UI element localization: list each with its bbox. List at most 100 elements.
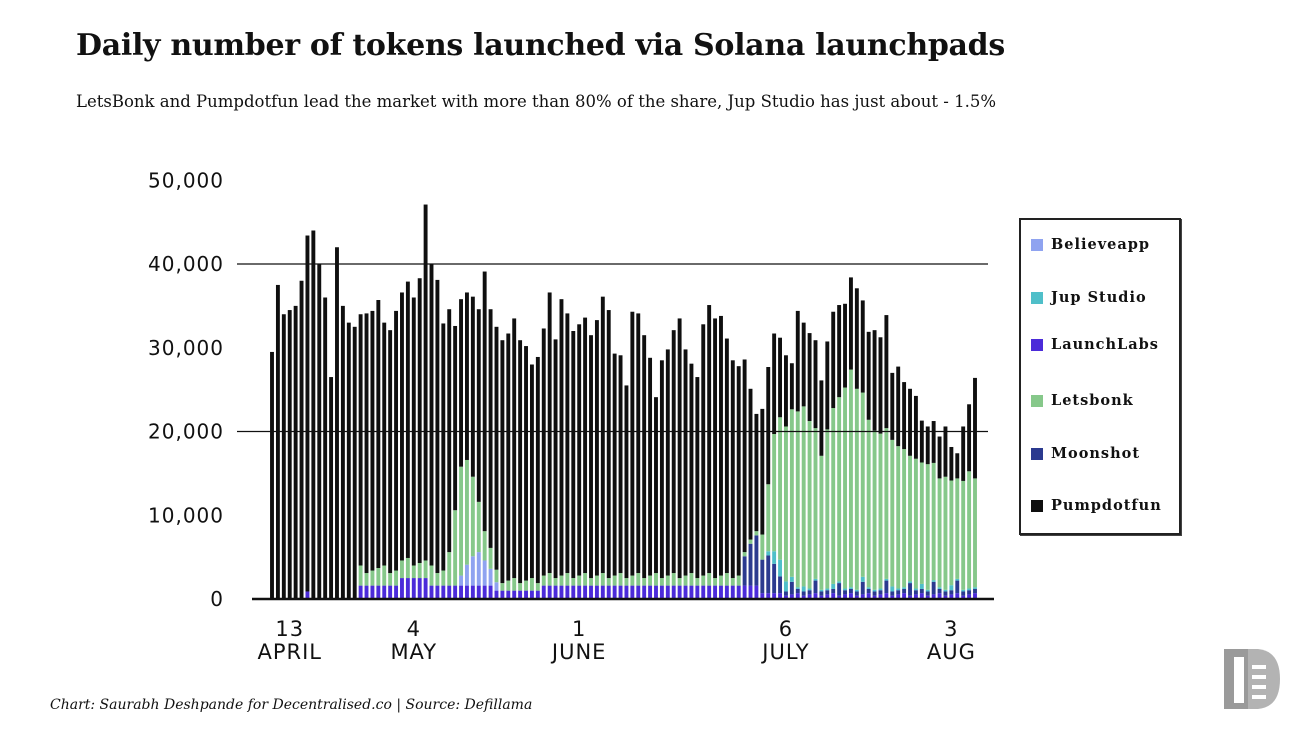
bar-segment-pumpdotfun [902,382,907,450]
bar-segment-jup-studio [784,581,788,592]
bar-segment-jup-studio [949,585,954,591]
legend-swatch-moonshot [1031,447,1043,460]
bar-segment-pumpdotfun [890,372,895,440]
bar-segment-letsbonk [559,575,564,586]
bar-segment-letsbonk [671,573,676,586]
bar-segment-moonshot [760,559,765,594]
bar-segment-letsbonk [784,426,788,582]
bar-segment-pumpdotfun [683,349,688,576]
bar-segment-letsbonk [724,573,729,586]
bar-segment-letsbonk [518,583,523,591]
bar-segment-pumpdotfun [801,322,806,407]
bar-segment-moonshot [754,535,759,586]
y-tick-label: 0 [210,587,224,611]
bar-segment-jup-studio [908,581,912,584]
bar-segment-launchlabs [736,585,741,599]
bar-segment-letsbonk [659,578,664,586]
bar-segment-launchlabs [943,595,948,599]
bar-segment-launchlabs [429,585,434,599]
bar-segment-launchlabs [784,595,788,599]
bar-segment-pumpdotfun [665,349,670,576]
legend-swatch-launchlabs [1031,338,1043,351]
bar-segment-letsbonk [405,557,410,579]
bar-segment-pumpdotfun [719,315,723,576]
bar-segment-launchlabs [612,585,617,599]
bar-segment-letsbonk [677,578,682,586]
bar-segment-jup-studio [913,588,918,591]
bar-segment-launchlabs [683,585,688,599]
bar-segment-pumpdotfun [275,284,280,599]
legend-item-believeapp: Believeapp [1031,236,1150,253]
bar-segment-moonshot [967,590,972,595]
bar-segment-letsbonk [689,573,694,586]
bar-segment-jup-studio [795,587,800,589]
bar-segment-launchlabs [435,585,440,599]
bar-segment-pumpdotfun [382,322,387,566]
bar-segment-pumpdotfun [848,277,853,370]
bar-segment-pumpdotfun [819,380,824,456]
bar-segment-pumpdotfun [535,356,540,584]
bar-segment-launchlabs [600,585,605,599]
bar-segment-pumpdotfun [967,404,972,472]
bar-segment-pumpdotfun [730,360,735,579]
bar-segment-jup-studio [789,576,794,582]
bar-segment-pumpdotfun [476,309,481,502]
bar-segment-moonshot [843,590,847,595]
legend-label-pumpdotfun: Pumpdotfun [1051,497,1162,514]
bar-segment-launchlabs [766,593,771,599]
bar-segment-launchlabs [470,585,475,599]
bar-segment-moonshot [772,563,777,594]
bar-segment-launchlabs [411,578,416,599]
reference-lines [237,263,988,433]
bar-segment-jup-studio [925,589,930,592]
bar-segment-launchlabs [518,590,523,600]
bar-segment-jup-studio [860,576,865,582]
bar-segment-letsbonk [742,552,747,557]
bar-segment-pumpdotfun [512,318,517,579]
bar-segment-launchlabs [364,585,369,599]
bar-segment-launchlabs [417,578,422,599]
bar-segment-letsbonk [618,573,623,586]
bar-segment-letsbonk [967,471,972,589]
bar-segment-launchlabs [547,585,552,599]
bar-segment-moonshot [955,580,960,594]
bar-segment-launchlabs [860,594,865,599]
bar-segment-pumpdotfun [518,340,523,584]
bar-segment-pumpdotfun [583,317,588,574]
bar-segment-launchlabs [819,595,824,599]
bar-segment-moonshot [860,581,865,595]
bar-segment-pumpdotfun [624,385,629,579]
bar-segment-letsbonk [772,434,777,552]
bar-segment-launchlabs [618,585,623,599]
bar-segment-letsbonk [547,573,552,586]
bar-segment-jup-studio [872,589,877,592]
bar-segment-letsbonk [748,539,753,544]
bar-segment-launchlabs [772,593,777,599]
bar-segment-pumpdotfun [441,323,446,571]
bar-segment-launchlabs [476,585,481,599]
bar-segment-moonshot [925,591,930,596]
y-tick-label: 20,000 [148,420,224,444]
bar-segment-launchlabs [571,585,576,599]
bar-segment-launchlabs [707,585,712,599]
bar-segment-launchlabs [659,585,664,599]
bar-segment-letsbonk [606,578,611,586]
source-credit: Chart: Saurabh Deshpande for Decentralis… [50,697,533,713]
bar-segment-letsbonk [624,578,629,586]
bar-segment-moonshot [961,591,966,596]
bar-segment-letsbonk [665,575,670,586]
bar-segment-pumpdotfun [724,338,729,574]
bar-segment-pumpdotfun [919,420,924,463]
bar-segment-pumpdotfun [541,328,546,576]
bar-segment-launchlabs [866,593,871,599]
bar-segment-launchlabs [961,595,966,599]
bar-segment-letsbonk [754,531,759,536]
bar-segment-jup-studio [919,583,924,589]
bar-segment-letsbonk [429,565,434,586]
legend-swatch-letsbonk [1031,394,1043,407]
bar-segment-pumpdotfun [305,235,310,592]
bar-segment-letsbonk [506,580,511,591]
bar-segment-launchlabs [494,590,499,600]
bar-segment-pumpdotfun [878,337,883,434]
bar-segment-moonshot [837,583,842,596]
